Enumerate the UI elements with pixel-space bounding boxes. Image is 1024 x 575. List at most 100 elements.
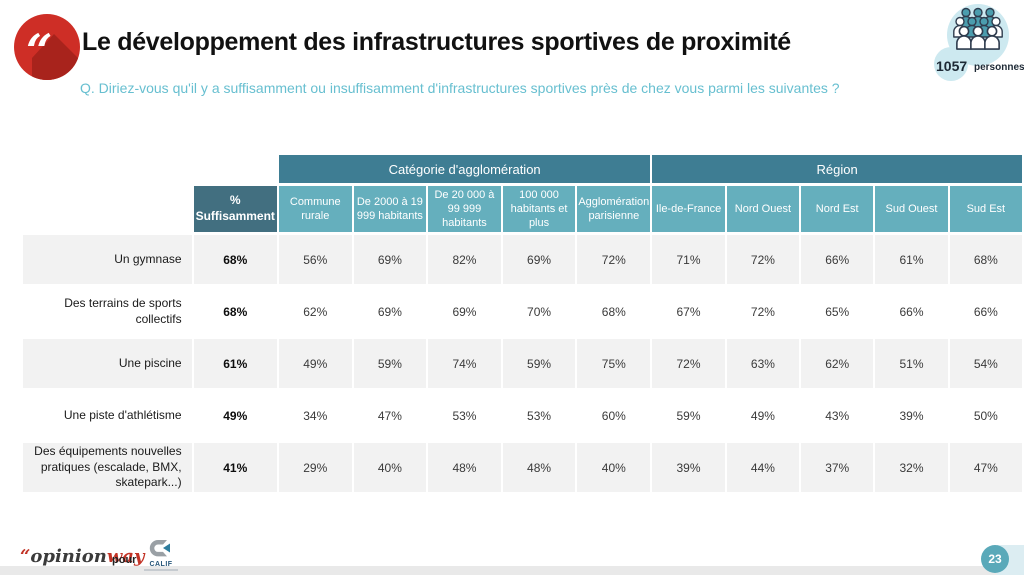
- value-cell: 65%: [825, 304, 850, 319]
- value-cell: 49%: [750, 408, 775, 423]
- row-total: 41%: [193, 443, 277, 492]
- value-cell: 74%: [428, 339, 501, 388]
- opinionway-name-dark: opinion: [30, 546, 107, 567]
- value-cell: 72%: [652, 339, 725, 388]
- table-row: Des équipements nouvelles pratiques (esc…: [23, 443, 1022, 492]
- value-cell: 53%: [452, 408, 477, 423]
- footer-connector-label: pour: [112, 554, 137, 566]
- value-cell: 62%: [303, 304, 328, 319]
- value-cell: 66%: [801, 235, 874, 284]
- opinionway-name-accent: way: [106, 546, 145, 567]
- column-header: De 20 000 à 99 999 habitants: [428, 186, 501, 232]
- value-cell: 70%: [527, 304, 552, 319]
- row-total: 68%: [223, 304, 248, 319]
- measure-header: % Suffisamment: [193, 186, 277, 232]
- calif-logo: CALIF: [141, 539, 181, 571]
- column-group-region: Région: [652, 155, 1022, 183]
- value-cell: 49%: [278, 339, 352, 388]
- value-cell: 69%: [377, 304, 402, 319]
- value-cell: 39%: [899, 408, 924, 423]
- value-cell: 47%: [949, 443, 1022, 492]
- column-header: Agglomération parisienne: [577, 186, 651, 232]
- page-title: Le développement des infrastructures spo…: [82, 28, 791, 56]
- value-cell: 59%: [353, 339, 427, 388]
- value-cell: 37%: [801, 443, 874, 492]
- column-header: Nord Ouest: [726, 186, 800, 232]
- row-label: Une piscine: [23, 339, 192, 388]
- value-cell: 69%: [452, 304, 477, 319]
- column-header: Commune rurale: [278, 186, 352, 232]
- table-row: Une piste d'athlétisme 49% 34% 47% 53% 5…: [23, 391, 1022, 440]
- footer-divider-bar: [0, 566, 1024, 575]
- value-cell: 32%: [875, 443, 948, 492]
- value-cell: 54%: [949, 339, 1022, 388]
- survey-question: Q. Diriez-vous qu'il y a suffisamment ou…: [80, 80, 840, 96]
- sample-count: 1057: [936, 58, 968, 74]
- value-cell: 39%: [652, 443, 725, 492]
- value-cell: 63%: [726, 339, 800, 388]
- row-total: 49%: [223, 408, 248, 423]
- value-cell: 69%: [502, 235, 576, 284]
- sample-unit-label: personnes: [974, 62, 1024, 73]
- sample-size-badge: 1057 personnes: [930, 4, 1024, 84]
- column-header: Sud Ouest: [875, 186, 948, 232]
- row-label: Des équipements nouvelles pratiques (esc…: [23, 443, 192, 492]
- calif-name: CALIF: [149, 561, 173, 568]
- column-group-agglomeration: Catégorie d'agglomération: [278, 155, 651, 183]
- crowd-icon: [934, 4, 1009, 81]
- value-cell: 71%: [652, 235, 725, 284]
- results-table: Catégorie d'agglomération Région % Suffi…: [21, 152, 1024, 495]
- page-number-badge: 23: [981, 545, 1009, 573]
- value-cell: 66%: [973, 304, 998, 319]
- value-cell: 69%: [353, 235, 427, 284]
- value-cell: 47%: [377, 408, 402, 423]
- value-cell: 62%: [801, 339, 874, 388]
- table-row: Des terrains de sports collectifs 68% 62…: [23, 287, 1022, 336]
- value-cell: 75%: [577, 339, 651, 388]
- row-total: 61%: [193, 339, 277, 388]
- quote-icon: “: [14, 14, 80, 80]
- row-total: 68%: [193, 235, 277, 284]
- value-cell: 72%: [577, 235, 651, 284]
- row-label: Un gymnase: [23, 235, 192, 284]
- value-cell: 44%: [726, 443, 800, 492]
- value-cell: 68%: [949, 235, 1022, 284]
- opinionway-logo: “opinionway: [20, 546, 144, 567]
- value-cell: 60%: [601, 408, 626, 423]
- value-cell: 82%: [428, 235, 501, 284]
- table-row: Un gymnase 68% 56% 69% 82% 69% 72% 71% 7…: [23, 235, 1022, 284]
- column-header: De 2000 à 19 999 habitants: [353, 186, 427, 232]
- value-cell: 72%: [726, 235, 800, 284]
- value-cell: 59%: [676, 408, 701, 423]
- group-header-row: Catégorie d'agglomération Région: [23, 155, 1022, 183]
- value-cell: 34%: [303, 408, 328, 423]
- value-cell: 43%: [825, 408, 850, 423]
- column-header: Sud Est: [949, 186, 1022, 232]
- value-cell: 53%: [527, 408, 552, 423]
- value-cell: 59%: [502, 339, 576, 388]
- opinionway-quote-mark: “: [20, 546, 31, 567]
- value-cell: 66%: [899, 304, 924, 319]
- table-row: Une piscine 61% 49% 59% 74% 59% 75% 72% …: [23, 339, 1022, 388]
- value-cell: 61%: [875, 235, 948, 284]
- column-header: Nord Est: [801, 186, 874, 232]
- column-header: 100 000 habitants et plus: [502, 186, 576, 232]
- calif-mark-icon: [149, 540, 170, 557]
- value-cell: 48%: [428, 443, 501, 492]
- row-label: Des terrains de sports collectifs: [64, 295, 182, 326]
- value-cell: 67%: [676, 304, 701, 319]
- value-cell: 40%: [577, 443, 651, 492]
- value-cell: 50%: [973, 408, 998, 423]
- value-cell: 40%: [353, 443, 427, 492]
- value-cell: 56%: [278, 235, 352, 284]
- value-cell: 72%: [750, 304, 775, 319]
- value-cell: 29%: [278, 443, 352, 492]
- calif-tagline-bar: [144, 569, 178, 571]
- value-cell: 68%: [601, 304, 626, 319]
- row-label: Une piste d'athlétisme: [63, 407, 182, 422]
- value-cell: 51%: [875, 339, 948, 388]
- svg-text:“: “: [26, 24, 52, 78]
- column-header: Ile-de-France: [652, 186, 725, 232]
- column-header-row: % Suffisamment Commune rurale De 2000 à …: [23, 186, 1022, 232]
